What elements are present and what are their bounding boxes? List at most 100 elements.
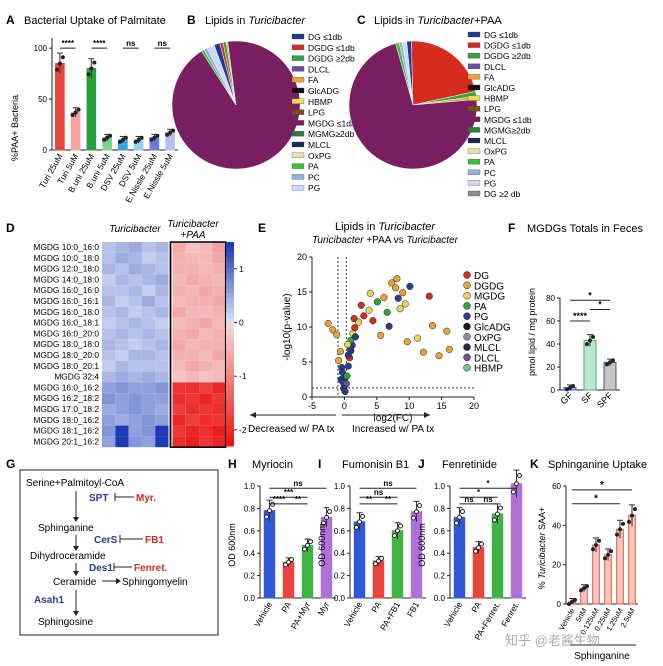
heatmap-cell [185, 296, 200, 307]
heatmap-cell [185, 252, 200, 264]
heatmap-cell [128, 252, 142, 264]
legend-label: OxPG [308, 151, 331, 161]
scatter-point [335, 357, 343, 365]
panel-k: K Sphinganine Uptake % Turicibacter SAA+ 0 2… [530, 457, 647, 662]
heatmap-cell [115, 339, 129, 350]
heatmap-cell [199, 306, 213, 318]
y-tick-label: 0.6 [434, 527, 446, 536]
color-scale-step [226, 308, 234, 314]
heatmap-cell [185, 285, 200, 296]
x-axis-label: log2(FC) [374, 413, 413, 424]
heatmap-cell [155, 393, 169, 404]
legend-label: DGDG ≤1db [484, 41, 531, 51]
heatmap-cell [212, 425, 226, 437]
color-scale-step [226, 369, 234, 376]
heatmap-cell [141, 414, 156, 426]
color-scale-step [226, 338, 234, 345]
heatmap-cell [128, 328, 142, 340]
bar [616, 528, 624, 605]
data-point [89, 66, 94, 71]
legend-marker [463, 281, 471, 290]
scatter-point [428, 322, 437, 330]
scatter-point [360, 312, 368, 320]
heatmap-cell [128, 404, 142, 415]
legend-swatch [291, 55, 305, 61]
heatmap-cell [102, 360, 116, 372]
color-scale-step [226, 282, 234, 289]
heatmap-cell [102, 306, 116, 318]
scatter-point [357, 301, 365, 309]
data-point [618, 527, 622, 532]
data-point [324, 514, 329, 520]
color-scale-step [226, 333, 234, 340]
data-point [395, 528, 400, 534]
heatmap-cell [155, 436, 169, 448]
x-tick-label: Vehicle [442, 600, 465, 629]
y-axis-label: pmol lipid / mg protein [527, 288, 537, 376]
heatmap-cell [155, 296, 169, 307]
heatmap-cell [212, 285, 226, 296]
scatter-point [336, 347, 345, 356]
pathway-arrowhead [73, 546, 79, 551]
y-tick-label: 5 [302, 357, 307, 367]
legend-marker [463, 271, 471, 279]
scatter-point [403, 338, 411, 346]
color-scale-step [226, 359, 234, 365]
scale-tick-label: -1 [239, 371, 247, 381]
data-point [379, 555, 384, 561]
significance-label: * [588, 290, 592, 300]
legend-label: MGDG ≤1db [308, 118, 356, 128]
heatmap-cell [199, 252, 213, 264]
data-point [603, 556, 607, 561]
heatmap-cell [155, 382, 169, 394]
heatmap-cell [212, 414, 226, 426]
legend-swatch [291, 66, 305, 72]
arrow-decreased-head [250, 412, 256, 418]
heatmap-cell [155, 371, 169, 383]
data-point [570, 600, 574, 605]
data-point [573, 597, 577, 602]
y-tick-label: 0 [43, 146, 48, 155]
data-point [605, 362, 609, 367]
heatmap-cell [185, 371, 200, 383]
data-point [454, 520, 459, 526]
data-point [567, 602, 571, 606]
pathway-arrowhead [73, 571, 79, 576]
scatter-point [350, 315, 358, 323]
scatter-point [333, 331, 341, 339]
significance-label: **** [93, 39, 106, 48]
heatmap-cell [185, 404, 200, 415]
scale-tick-label: 1 [239, 264, 244, 274]
bar [628, 515, 636, 605]
y-tick-label: 0.2 [244, 572, 256, 581]
data-point [492, 517, 497, 523]
panel-i: I Fumonisin B1 OD 600nm 0.0 0.2 0.4 0.6 0.8 1.0 V… [317, 457, 426, 632]
heatmap-cell [128, 425, 142, 437]
heatmap-cell [185, 360, 200, 372]
significance-label: ns [158, 39, 168, 48]
legend-marker [463, 302, 471, 310]
heatmap-cell [102, 371, 116, 383]
legend-swatch [291, 33, 305, 40]
y-axis-label: % Turicibacter SAA+ [537, 507, 547, 590]
arrow-increased-head [424, 412, 430, 418]
heatmap-cell [102, 263, 116, 275]
panel-letter: K [530, 457, 539, 471]
heatmap-cell [185, 393, 200, 404]
heatmap-cell [155, 360, 169, 372]
scatter-point [324, 319, 332, 328]
data-point [585, 584, 589, 589]
heatmap-cell [128, 414, 142, 426]
heatmap-row-label: MGDG 17:0_18:2 [33, 404, 99, 414]
y-axis-label: %PAA+ Bacteria [10, 95, 20, 161]
x-tick-label: GF [559, 390, 575, 406]
y-tick-label: 1.0 [334, 482, 346, 491]
bar [472, 547, 485, 599]
x-tick-label: 15 [437, 401, 447, 411]
legend-label: PG [474, 312, 489, 323]
heatmap-cell [199, 404, 213, 415]
y-tick-label: 40 [552, 521, 561, 530]
y-tick-label: 50 [38, 95, 47, 104]
heatmap-cell [115, 425, 129, 437]
heatmap-cell [172, 339, 186, 350]
